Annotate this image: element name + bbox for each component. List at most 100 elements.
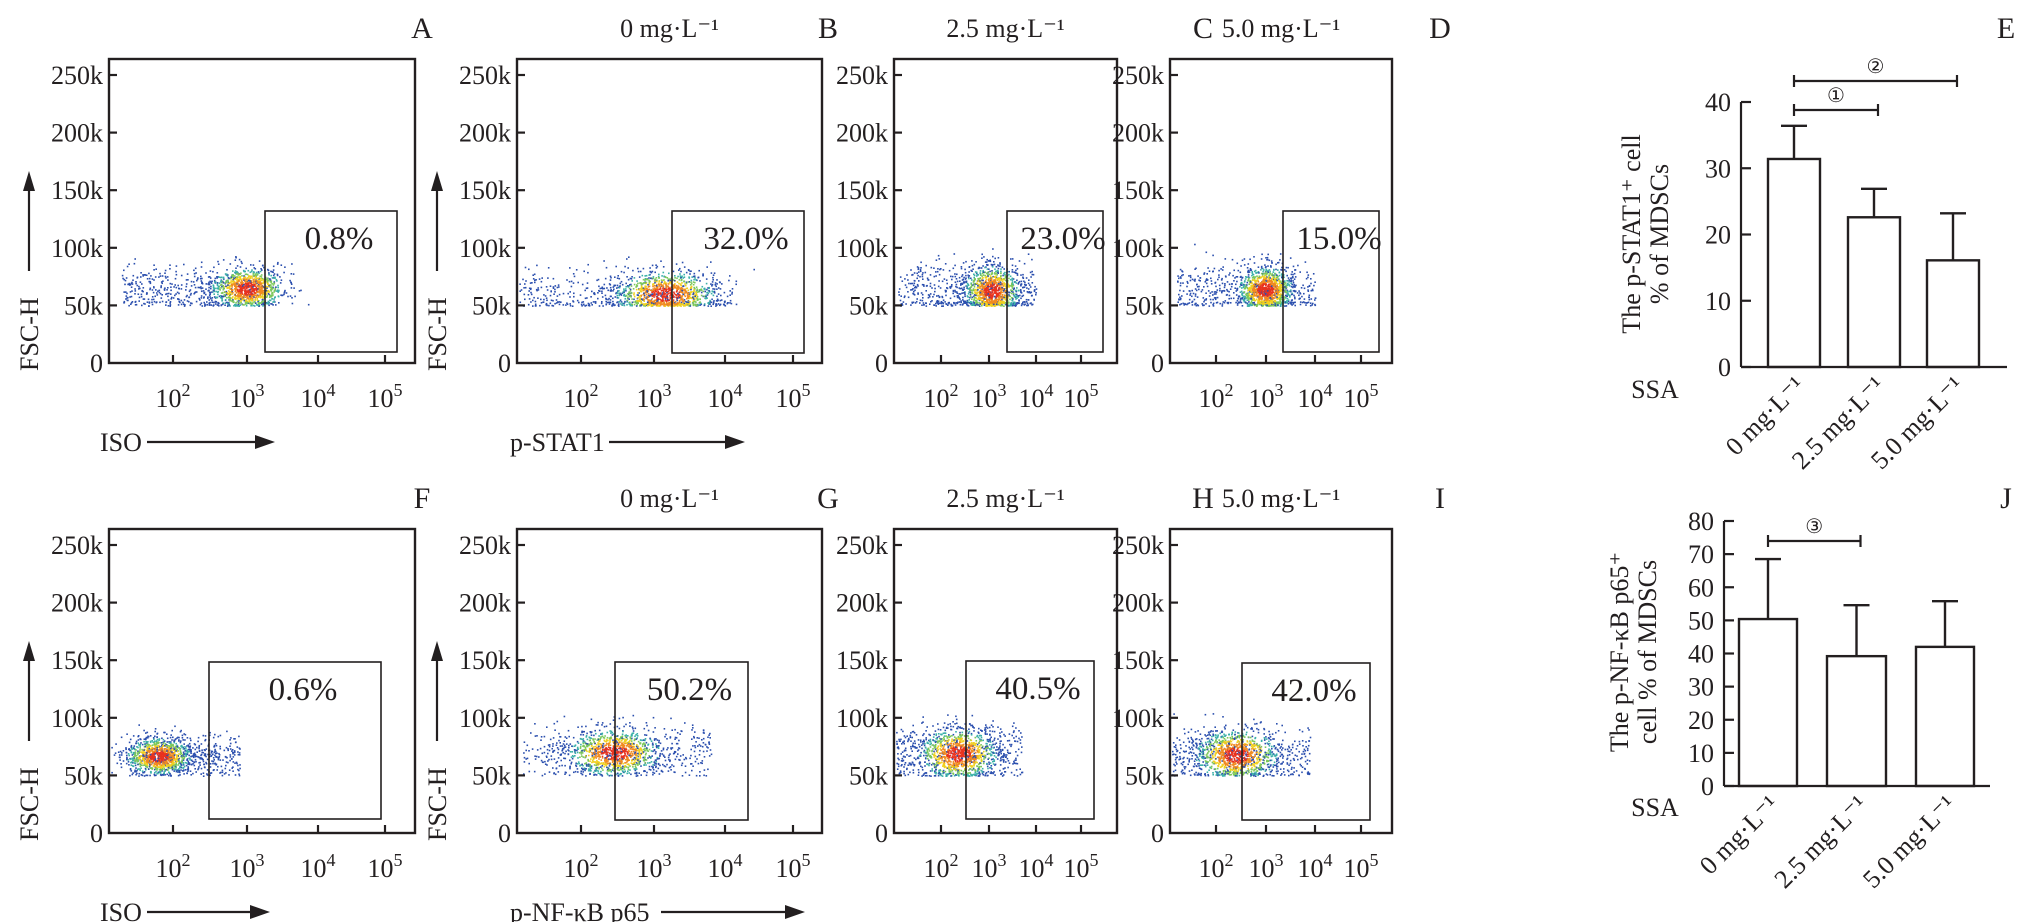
event-dot [1274,282,1276,284]
event-dot [259,296,262,299]
event-dot [169,304,172,306]
event-dot [696,279,698,282]
event-dot [936,300,939,302]
event-dot [910,289,912,291]
event-dot [189,289,192,291]
event-dot [1254,286,1256,288]
event-dot [975,297,977,299]
event-dot [688,305,690,307]
event-dot [138,300,140,302]
event-dot [915,286,918,289]
event-dot [963,288,965,290]
event-dot [987,298,989,301]
y-tick-label: 100k [836,234,888,263]
event-dot [695,290,698,292]
event-dot [631,304,633,307]
event-dot [972,289,975,292]
event-dot [973,284,976,286]
event-dot [202,297,205,299]
event-dot [1015,298,1017,300]
event-dot [1013,288,1015,291]
event-dot [640,298,643,300]
x-tick-label: 103 [972,380,1007,413]
event-dot [692,296,694,299]
event-dot [686,297,688,300]
event-dot [1285,270,1287,273]
event-dot [558,293,561,296]
event-dot [904,295,906,297]
event-dot [125,291,127,293]
y-tick-label: 200k [51,119,103,148]
event-dot [1221,269,1224,271]
event-dot [617,286,620,289]
event-dot [194,286,197,289]
event-dot [128,263,130,265]
event-dot [1001,300,1003,303]
event-dot [261,284,264,287]
event-dot [190,292,192,295]
event-dot [986,268,989,270]
event-dot [960,282,962,285]
event-dot [985,298,988,300]
event-dot [1251,299,1253,301]
event-dot [964,271,967,274]
event-dot [683,273,685,276]
event-dot [596,279,598,282]
event-dot [999,272,1002,275]
event-dot [935,259,938,261]
event-dot [981,303,983,305]
event-dot [228,299,230,301]
event-dot [205,288,207,290]
event-dot [976,282,979,285]
event-dot [594,301,596,303]
event-dot [925,290,927,292]
event-dot [554,302,556,305]
event-dot [753,268,755,271]
event-dot [967,284,970,287]
event-dot [231,276,234,278]
event-dot [183,299,186,301]
event-dot [242,289,244,292]
event-dot [126,299,129,302]
event-dot [1229,302,1232,304]
event-dot [953,253,956,255]
event-dot [1266,288,1268,290]
event-dot [986,304,989,307]
event-dot [540,286,543,289]
event-dot [231,283,234,286]
event-dot [573,275,576,278]
event-dot [234,305,237,307]
event-dot [717,303,720,305]
event-dot [998,298,1000,301]
event-dot [245,302,248,305]
event-dot [262,305,264,307]
event-dot [242,296,244,298]
event-dot [680,302,683,304]
event-dot [262,301,265,303]
event-dot [966,304,969,306]
event-dot [1015,302,1018,304]
event-dot [581,305,583,307]
event-dot [149,288,151,291]
event-dot [645,274,648,277]
event-dot [652,276,655,278]
event-dot [653,303,655,305]
event-dot [974,291,976,294]
event-dot [208,299,210,301]
event-dot [233,283,235,285]
event-dot [729,302,731,304]
event-dot [940,302,943,304]
event-dot [684,292,686,294]
event-dot [180,299,183,302]
event-dot [978,285,980,288]
event-dot [966,282,969,285]
event-dot [693,301,695,303]
event-dot [1294,304,1296,307]
event-dot [159,275,162,277]
event-dot [961,304,964,306]
event-dot [258,289,261,291]
event-dot [1215,291,1218,293]
event-dot [665,295,667,297]
event-dot [992,255,994,258]
event-dot [607,298,609,301]
